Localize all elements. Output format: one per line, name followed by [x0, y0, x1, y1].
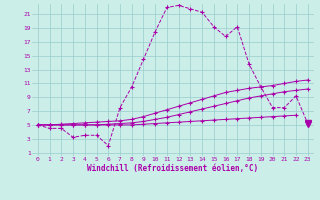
X-axis label: Windchill (Refroidissement éolien,°C): Windchill (Refroidissement éolien,°C) [87, 164, 258, 173]
